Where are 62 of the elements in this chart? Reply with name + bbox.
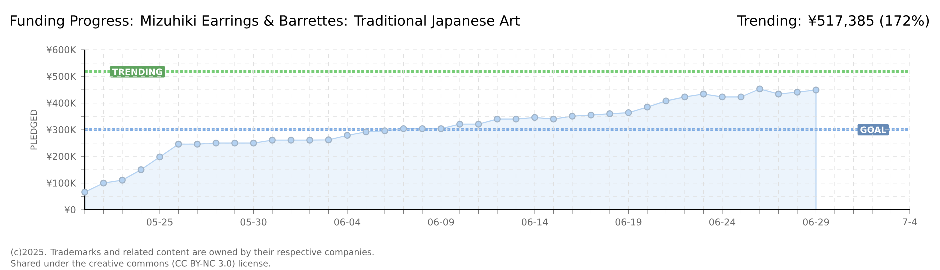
point (625, 109, 632, 116)
text: Trending: ¥517,385 (172%) (737, 15, 930, 29)
point (550, 116, 558, 123)
point (232, 140, 238, 147)
y-tick-label: ¥200K (46, 153, 76, 160)
x-tick-label: 06-14 (522, 218, 548, 226)
y-tick-label: ¥400K (46, 100, 76, 107)
x-tick-label: 06-29 (803, 218, 830, 226)
x-tick-label: 7-4 (903, 218, 918, 226)
point (662, 98, 670, 105)
text: (c)2025. Trademarks and related content are owned by their respective companies. (11, 248, 374, 258)
point (438, 125, 445, 132)
point (682, 94, 688, 101)
x-tick-label: 05-30 (240, 218, 267, 226)
point (138, 166, 145, 174)
text: Shared under the creative commons (CC BY-NC 3.0) license. (11, 260, 270, 268)
point (175, 140, 182, 148)
point (194, 140, 201, 148)
y-tick-label: ¥100K (46, 180, 76, 187)
x-tick-label: 06-09 (428, 218, 454, 226)
point (325, 136, 332, 144)
point (569, 112, 576, 120)
point (756, 86, 764, 93)
point (82, 188, 88, 196)
x-tick-label: 05-25 (147, 218, 173, 226)
point (456, 120, 464, 128)
point (812, 86, 820, 94)
point (306, 136, 314, 144)
point (119, 176, 126, 184)
point (344, 132, 351, 140)
point (532, 114, 538, 122)
chart-title: Funding Progress: Mizuhiki Earrings & Barrettes: Traditional Japanese Art (11, 15, 520, 29)
point (400, 125, 408, 132)
point (700, 90, 708, 98)
x-tick-label: 06-19 (616, 218, 642, 226)
x-tick-label: 06-24 (710, 218, 736, 226)
x-tick-label: 06-04 (334, 218, 361, 226)
point (419, 125, 426, 132)
point (719, 94, 726, 101)
point (775, 90, 782, 98)
y-axis-title: PLEDGED (30, 110, 38, 150)
point (100, 180, 108, 187)
point (250, 140, 258, 147)
point (588, 112, 595, 119)
point (738, 94, 745, 101)
ref-line-label: GOAL (860, 126, 886, 134)
point (382, 128, 388, 135)
y-tick-label: ¥0 (64, 206, 76, 214)
y-tick-label: ¥600K (46, 46, 76, 54)
point (494, 116, 501, 123)
point (644, 104, 651, 111)
point (475, 120, 482, 128)
point (269, 136, 276, 144)
point (512, 116, 520, 123)
point (606, 110, 614, 118)
point (212, 140, 220, 147)
point (156, 154, 164, 161)
y-tick-label: ¥500K (46, 73, 76, 80)
y-tick-label: ¥300K (46, 126, 76, 134)
point (288, 136, 295, 144)
point (362, 128, 370, 136)
point (794, 88, 801, 96)
